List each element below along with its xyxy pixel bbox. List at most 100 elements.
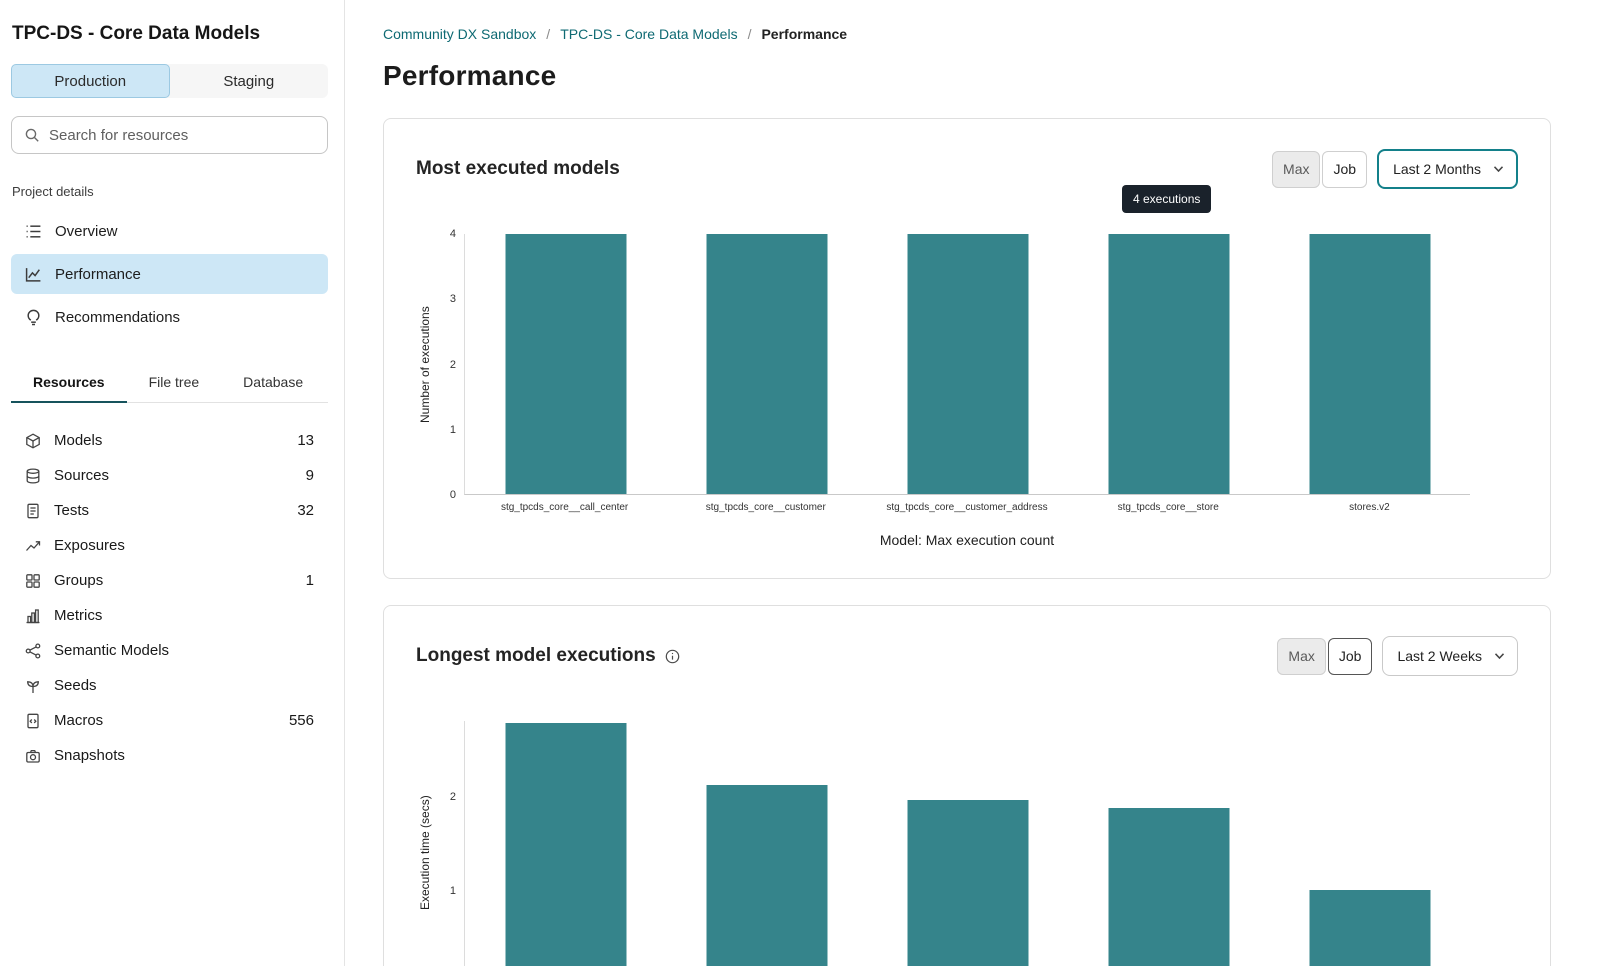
bar[interactable] [1108,234,1229,494]
resource-item-snapshots[interactable]: Snapshots [11,738,328,773]
sidebar: TPC-DS - Core Data Models Production Sta… [0,0,345,966]
y-tick-label: 1 [449,884,456,897]
bar[interactable] [505,722,626,966]
sidebar-item-label: Recommendations [55,308,181,326]
production-toggle-button[interactable]: Production [11,64,170,98]
sidebar-item-overview[interactable]: Overview [11,211,328,251]
resource-item-macros[interactable]: Macros 556 [11,703,328,738]
breadcrumb-link-account[interactable]: Community DX Sandbox [383,26,537,42]
time-range-dropdown[interactable]: Last 2 Weeks [1382,636,1518,676]
resource-count: 9 [305,467,314,484]
resource-item-models[interactable]: Models 13 [11,423,328,458]
y-tick-label: 3 [449,293,456,306]
y-axis-title: Execution time (secs) [418,795,432,910]
resource-item-groups[interactable]: Groups 1 [11,563,328,598]
x-axis-label: stg_tpcds_core__call_center [500,502,629,513]
bar[interactable] [907,799,1028,966]
search-input[interactable] [49,126,315,144]
resource-count: 556 [288,712,314,729]
camera-icon [25,748,41,764]
resource-count: 13 [297,432,314,449]
time-range-dropdown[interactable]: Last 2 Months [1377,149,1518,189]
search-box[interactable] [11,116,328,154]
resource-item-label: Metrics [54,607,103,624]
line-chart-icon [25,266,42,283]
resource-count: 1 [305,572,314,589]
x-axis-labels: stg_tpcds_core__call_center stg_tpcds_cor… [464,495,1470,515]
page-title: Performance [383,60,557,91]
grid-icon [25,573,41,589]
sidebar-item-recommendations[interactable]: Recommendations [11,297,328,337]
resource-item-label: Exposures [54,537,125,554]
chart-controls: Max Job Last 2 Months [1272,149,1518,189]
card-title-text: Longest model executions [416,645,656,666]
resource-item-metrics[interactable]: Metrics [11,598,328,633]
bar[interactable] [706,234,827,494]
test-document-icon [25,503,41,519]
y-tick-label: 4 [449,228,456,240]
project-details-label: Project details [12,184,94,199]
sidebar-item-label: Overview [55,222,118,240]
y-tick-label: 2 [449,791,456,804]
resource-list: Models 13 Sources 9 Tests 32 [11,423,328,773]
tab-resources[interactable]: Resources [11,365,127,403]
max-button[interactable]: Max [1277,637,1326,675]
lightbulb-icon [25,309,42,326]
resource-item-tests[interactable]: Tests 32 [11,493,328,528]
x-axis-label: stores.v2 [1349,502,1390,513]
file-code-icon [25,713,41,729]
plot-area [464,234,1470,495]
y-tick-label: 2 [449,358,456,371]
share-nodes-icon [25,642,41,659]
resource-item-label: Models [54,432,103,449]
trending-up-icon [25,538,41,554]
resource-item-label: Seeds [54,677,97,694]
resource-count: 32 [297,502,314,519]
bar[interactable] [1108,808,1229,966]
resource-item-seeds[interactable]: Seeds [11,668,328,703]
plot-area [464,721,1470,966]
chart-controls: Max Job Last 2 Weeks [1277,636,1518,676]
resource-item-label: Macros [54,712,104,729]
aggregation-toggle: Max Job [1277,637,1373,675]
resource-item-sources[interactable]: Sources 9 [11,458,328,493]
staging-toggle-button[interactable]: Staging [170,64,329,98]
breadcrumb-separator: / [546,26,551,42]
x-axis-label: stg_tpcds_core__customer_address [886,502,1048,513]
sprout-icon [25,678,41,694]
bar[interactable] [706,785,827,966]
breadcrumb-link-project[interactable]: TPC-DS - Core Data Models [560,26,738,42]
bar[interactable] [1309,890,1430,966]
y-tick-label: 1 [449,423,456,436]
sidebar-item-label: Performance [55,265,141,283]
environment-toggle: Production Staging [11,64,328,98]
resource-item-label: Sources [54,467,110,484]
main-content: Community DX Sandbox / TPC-DS - Core Dat… [345,0,1621,966]
longest-model-executions-card: Longest model executions Max Job Last 2 … [383,605,1551,966]
bar[interactable] [505,234,626,494]
job-button[interactable]: Job [1322,150,1368,188]
most-executed-models-chart: Number of executions 0 1 2 3 4 stg_tpcds_cor… [416,228,1518,548]
breadcrumb: Community DX Sandbox / TPC-DS - Core Dat… [383,26,1551,42]
bar[interactable] [907,234,1028,494]
most-executed-models-card: 4 executions Most executed models Max Jo… [383,118,1551,579]
info-icon[interactable] [665,649,680,664]
search-icon [24,127,40,143]
resource-item-label: Snapshots [54,747,125,764]
bar[interactable] [1309,234,1430,494]
card-title: Most executed models [416,158,620,179]
max-button[interactable]: Max [1272,150,1321,188]
job-button[interactable]: Job [1327,637,1373,675]
tab-file-tree[interactable]: File tree [148,374,200,390]
x-axis-label: stg_tpcds_core__customer [705,502,826,513]
tab-database[interactable]: Database [243,374,304,390]
resource-item-exposures[interactable]: Exposures [11,528,328,563]
y-axis-title: Number of executions [418,306,432,423]
database-icon [25,467,41,484]
sidebar-item-performance[interactable]: Performance [11,254,328,294]
sidebar-tabs: Resources File tree Database [11,365,328,403]
resource-item-semantic-models[interactable]: Semantic Models [11,633,328,668]
model-cube-icon [25,432,41,449]
